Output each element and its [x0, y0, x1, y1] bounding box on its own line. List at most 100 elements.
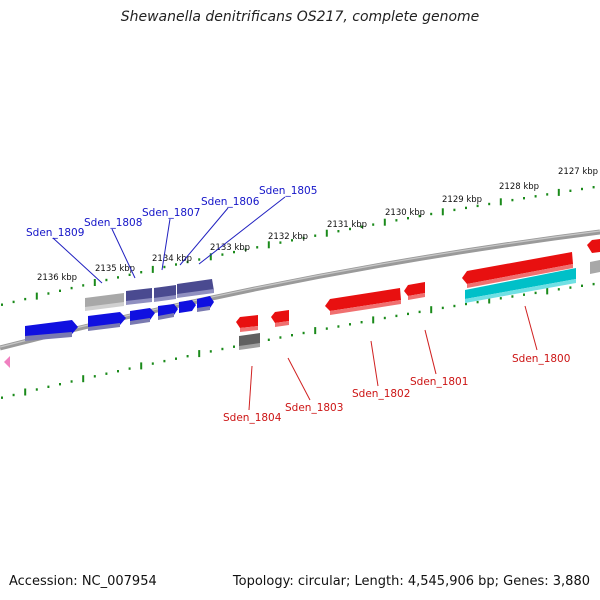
ruler-dot: [24, 297, 27, 301]
ruler-dot: [465, 206, 467, 210]
ruler-dot: [581, 187, 583, 191]
ruler-dot: [291, 334, 293, 337]
ruler-dot: [233, 250, 235, 254]
ruler-dot: [163, 359, 166, 363]
ruler-dot: [302, 236, 305, 240]
kbp-label: 2134 kbp: [152, 254, 192, 264]
gene-sden-1805[interactable]: [179, 300, 196, 313]
outer-ruler: [1, 186, 595, 306]
kbp-label: 2129 kbp: [442, 195, 482, 205]
ruler-dot: [128, 367, 131, 370]
gene-label[interactable]: Sden_1803: [285, 402, 343, 414]
gene-sden-1802[interactable]: [325, 288, 401, 311]
gene-sden-1801[interactable]: [404, 282, 425, 296]
ruler-dot: [418, 310, 421, 314]
ruler-dot: [407, 312, 409, 316]
ruler-major-tick: [546, 287, 549, 295]
ruler-dot: [221, 253, 224, 256]
ruler-dot: [302, 331, 305, 335]
bottom-leader-lines: [248, 305, 538, 411]
ruler-dot: [453, 304, 456, 308]
ruler-dot: [163, 265, 166, 269]
gene-sden-1804[interactable]: [236, 315, 258, 328]
ruler-dot: [267, 338, 270, 341]
kbp-label: 2135 kbp: [95, 264, 135, 274]
ruler-major-tick: [499, 198, 502, 206]
ruler-dot: [175, 357, 177, 360]
pseudo-right-edge[interactable]: [590, 260, 600, 274]
ruler-dot: [244, 248, 247, 251]
ruler-dot: [93, 375, 96, 378]
ruler-dot: [47, 292, 50, 295]
gene-label[interactable]: Sden_1808: [84, 217, 142, 229]
gene-sden-1800[interactable]: [462, 252, 573, 284]
ruler-dot: [465, 302, 467, 306]
ruler-dot: [360, 321, 363, 324]
gene-right-edge[interactable]: [587, 239, 600, 253]
gene-label[interactable]: Sden_1806: [201, 196, 260, 208]
ruler-major-tick: [314, 327, 317, 335]
ruler-major-tick: [93, 279, 96, 286]
ruler-dot: [59, 289, 61, 292]
ruler-dot: [534, 195, 537, 198]
gene-label[interactable]: Sden_1802: [352, 388, 410, 400]
ruler-dot: [569, 286, 572, 289]
ruler-dot: [325, 327, 328, 330]
ruler-dot: [117, 276, 119, 279]
ruler-dot: [476, 204, 479, 208]
reverse-genes: [4, 239, 600, 368]
kbp-label: 2130 kbp: [385, 208, 425, 218]
gene-label[interactable]: Sden_1800: [512, 353, 570, 365]
ruler-dot: [82, 284, 85, 287]
ruler-major-tick: [267, 241, 270, 249]
kbp-label: 2128 kbp: [499, 182, 539, 192]
map-title: Shewanella denitrificans OS217, complete…: [120, 9, 480, 25]
ruler-dot: [12, 300, 15, 304]
ruler-dot: [209, 350, 212, 353]
ruler-dot: [140, 271, 143, 274]
ruler-major-tick: [151, 265, 154, 273]
ruler-dot: [418, 214, 421, 218]
ruler-dot: [441, 306, 444, 310]
kbp-label: 2136 kbp: [37, 273, 77, 283]
ruler-major-tick: [198, 350, 201, 358]
kbp-label: 2127 kbp: [558, 167, 598, 177]
gene-label[interactable]: Sden_1801: [410, 376, 468, 388]
ruler-dot: [279, 241, 282, 244]
ruler-major-tick: [488, 296, 491, 304]
ruler-dot: [233, 345, 235, 348]
ruler-dot: [47, 385, 50, 388]
ruler-major-tick: [383, 218, 386, 226]
gene-sden-1803[interactable]: [271, 310, 289, 323]
ruler-dot: [151, 362, 154, 365]
ruler-dot: [1, 303, 3, 306]
ruler-major-tick: [430, 306, 433, 314]
kbp-label: 2131 kbp: [327, 220, 367, 230]
ruler-major-tick: [140, 362, 143, 370]
ruler-dot: [349, 323, 351, 326]
ruler-dot: [523, 197, 525, 200]
ruler-major-tick: [325, 229, 328, 237]
gene-label[interactable]: Sden_1805: [259, 185, 317, 197]
ruler-dot: [70, 380, 73, 383]
genome-backbone: [0, 229, 600, 351]
ruler-major-tick: [441, 208, 444, 216]
ruler-dot: [569, 189, 572, 192]
ruler-dot: [256, 246, 259, 249]
accession-text: Accession: NC_007954: [9, 574, 157, 589]
ruler-dot: [546, 193, 549, 196]
gene-label[interactable]: Sden_1809: [26, 227, 84, 239]
bottom-gene-labels: Sden_1804 Sden_1803 Sden_1802 Sden_1801 …: [223, 353, 570, 424]
gene-sden-1800-cds[interactable]: [465, 268, 576, 299]
ruler-dot: [59, 383, 61, 386]
ruler-dot: [407, 217, 409, 220]
ruler-dot: [488, 202, 491, 206]
gene-label[interactable]: Sden_1804: [223, 412, 282, 424]
gene-label[interactable]: Sden_1807: [142, 207, 200, 219]
edge-gene-pink[interactable]: [4, 356, 10, 368]
ruler-major-tick: [557, 188, 560, 196]
forward-genes: [25, 279, 214, 341]
top-leader-lines: [52, 196, 286, 284]
ruler-dot: [360, 225, 363, 228]
